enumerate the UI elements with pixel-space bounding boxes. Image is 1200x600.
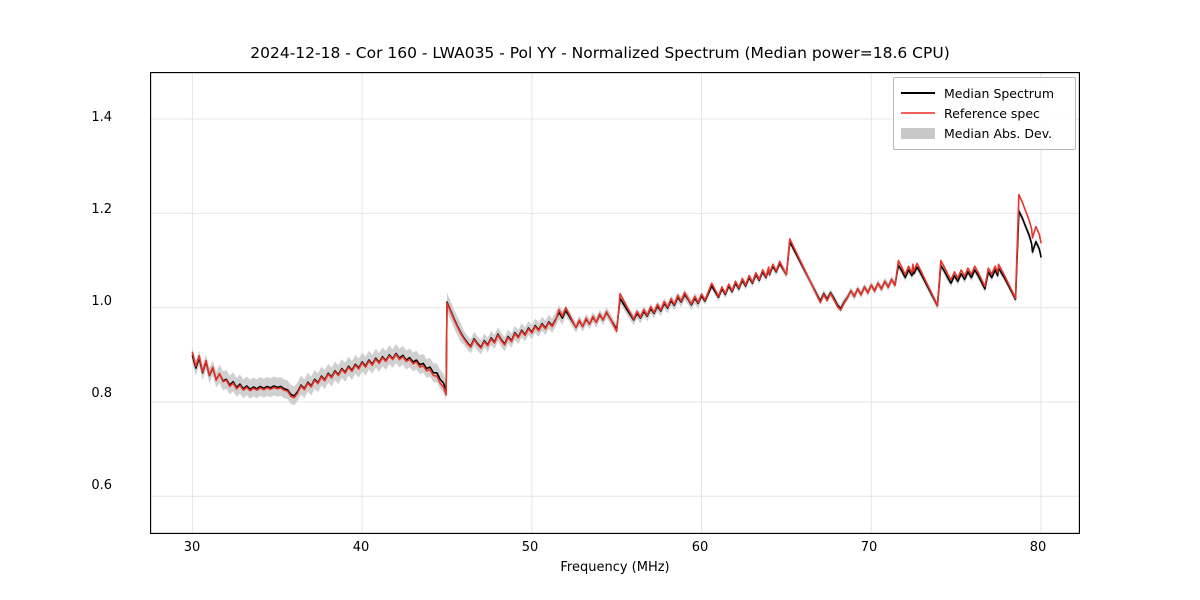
y-tick-label: 1.2	[91, 202, 112, 217]
legend: Median Spectrum Reference spec Median Ab…	[893, 77, 1076, 150]
x-tick-label: 50	[521, 540, 539, 555]
legend-patch-key-icon	[900, 126, 936, 140]
legend-item-median-spectrum: Median Spectrum	[900, 83, 1069, 103]
y-tick-label: 1.0	[91, 294, 112, 309]
legend-label: Reference spec	[944, 105, 1040, 121]
legend-line-key-icon	[900, 86, 936, 100]
x-tick-label: 70	[860, 540, 878, 555]
x-tick-label: 60	[691, 540, 709, 555]
legend-line-key-icon	[900, 106, 936, 120]
median-abs-dev-band	[192, 207, 1041, 406]
page-title: 2024-12-18 - Cor 160 - LWA035 - Pol YY -…	[250, 44, 950, 62]
y-tick-label: 0.6	[91, 478, 112, 493]
axes-frame	[150, 72, 1080, 534]
legend-item-median-abs-dev: Median Abs. Dev.	[900, 123, 1069, 143]
y-tick-label: 0.8	[91, 386, 112, 401]
legend-label: Median Spectrum	[944, 85, 1055, 101]
legend-label: Median Abs. Dev.	[944, 125, 1053, 141]
x-tick-label: 30	[183, 540, 201, 555]
x-axis-label: Frequency (MHz)	[560, 560, 670, 575]
reference-spec-line	[191, 193, 1042, 399]
median-spectrum-line	[191, 210, 1042, 397]
x-tick-label: 40	[352, 540, 370, 555]
x-tick-label: 80	[1029, 540, 1047, 555]
legend-item-reference-spec: Reference spec	[900, 103, 1069, 123]
y-tick-label: 1.4	[91, 110, 112, 125]
